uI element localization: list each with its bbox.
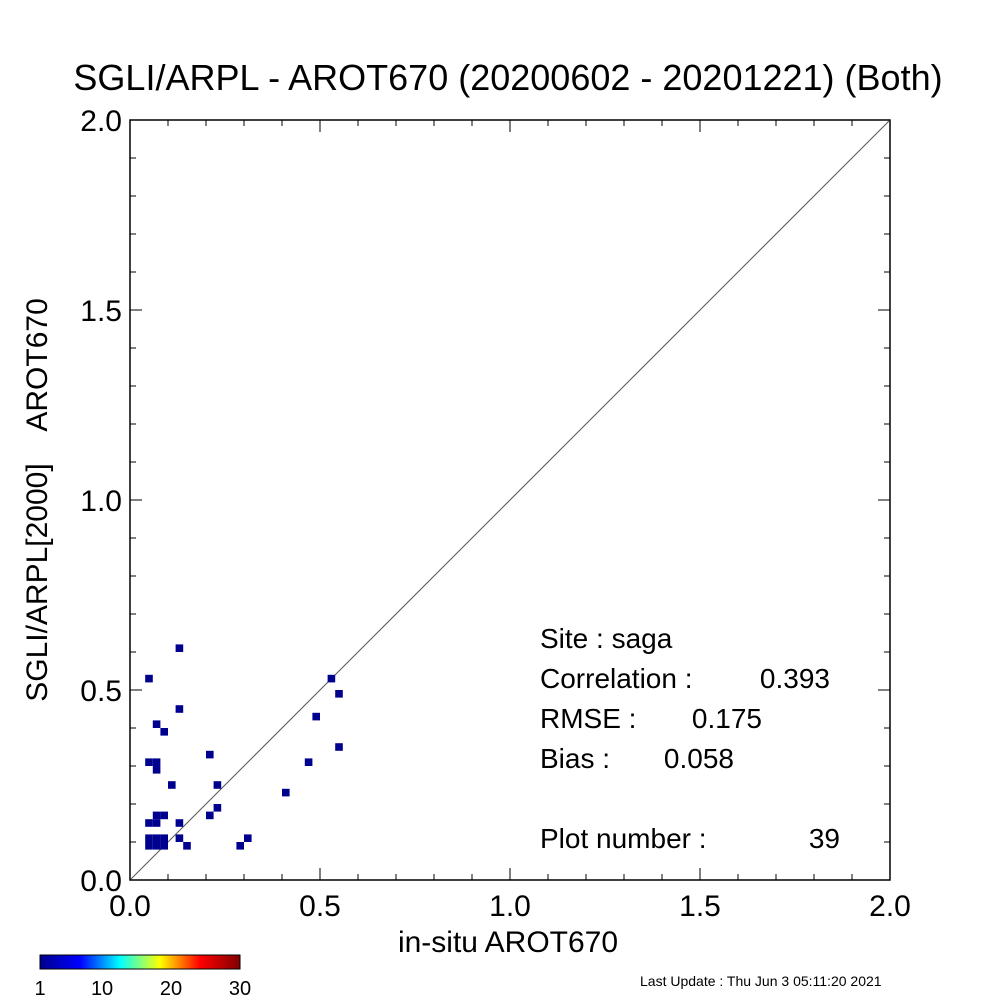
data-point	[236, 842, 244, 850]
data-point	[160, 834, 168, 842]
stats-rmse-label: RMSE :	[540, 703, 636, 734]
data-points	[145, 644, 343, 850]
stats-plot-number-value: 39	[809, 823, 840, 854]
y-axis-label: SGLI/ARPL[2000] AROT670	[21, 298, 54, 702]
colorbar-tick-label: 10	[91, 978, 113, 1000]
data-point	[175, 834, 184, 842]
data-point	[183, 842, 191, 850]
stats-bias-label: Bias :	[540, 743, 610, 774]
data-point	[175, 705, 184, 713]
data-point	[213, 781, 222, 789]
data-point	[160, 842, 168, 850]
colorbar-tick-label: 20	[160, 978, 182, 1000]
data-point	[335, 743, 343, 751]
data-point	[152, 758, 161, 766]
y-tick-label: 0.0	[80, 865, 122, 898]
colorbar-tick-label: 1	[34, 978, 45, 1000]
stats-panel: Site : saga Correlation : 0.393 RMSE : 0…	[540, 623, 840, 854]
x-tick-label: 0.0	[109, 890, 151, 923]
y-tick-label: 2.0	[80, 105, 122, 138]
data-point	[312, 712, 320, 721]
last-update-text: Last Update : Thu Jun 3 05:11:20 2021	[640, 973, 882, 989]
chart-title: SGLI/ARPL - AROT670 (20200602 - 20201221…	[73, 57, 942, 98]
x-tick-label: 2.0	[869, 890, 911, 923]
stats-correlation-label: Correlation :	[540, 663, 693, 694]
stats-site: Site : saga	[540, 623, 673, 654]
data-point	[152, 842, 161, 850]
data-point	[145, 758, 153, 766]
data-point	[175, 819, 184, 827]
one-to-one-line	[129, 119, 891, 881]
data-point	[168, 781, 176, 789]
data-point	[244, 834, 252, 842]
stats-bias-value: 0.058	[664, 743, 734, 774]
data-point	[160, 728, 168, 736]
stats-correlation-value: 0.393	[760, 663, 830, 694]
y-tick-label: 0.5	[80, 675, 122, 708]
data-point	[206, 750, 214, 759]
data-point	[282, 788, 290, 797]
data-point	[145, 834, 153, 842]
y-tick-label: 1.0	[80, 485, 122, 518]
plot-area	[129, 119, 891, 881]
data-point	[304, 758, 313, 766]
colorbar-tick-label: 30	[229, 978, 251, 1000]
data-point	[206, 811, 214, 820]
data-point	[145, 819, 153, 827]
y-tick-labels: 0.0 0.5 1.0 1.5 2.0	[80, 105, 122, 898]
data-point	[175, 644, 184, 652]
data-point	[160, 811, 168, 820]
data-point	[152, 834, 161, 842]
colorbar-tick-labels: 1 10 20 30	[34, 978, 251, 1000]
x-axis-label: in-situ AROT670	[398, 926, 618, 959]
data-point	[335, 690, 343, 698]
x-tick-label: 1.0	[489, 890, 531, 923]
colorbar: 1 10 20 30	[34, 954, 251, 1000]
stats-plot-number-label: Plot number :	[540, 823, 707, 854]
x-tick-labels: 0.0 0.5 1.0 1.5 2.0	[109, 890, 911, 923]
data-point	[152, 766, 161, 774]
data-point	[152, 811, 161, 820]
x-tick-label: 1.5	[679, 890, 721, 923]
minor-ticks	[129, 119, 891, 881]
data-point	[213, 804, 222, 812]
data-point	[152, 819, 161, 827]
y-tick-label: 1.5	[80, 295, 122, 328]
data-point	[327, 674, 336, 683]
data-point	[145, 842, 153, 850]
colorbar-gradient	[39, 954, 241, 970]
data-point	[152, 720, 161, 728]
x-tick-label: 0.5	[299, 890, 341, 923]
data-point	[145, 674, 153, 683]
stats-rmse-value: 0.175	[692, 703, 762, 734]
